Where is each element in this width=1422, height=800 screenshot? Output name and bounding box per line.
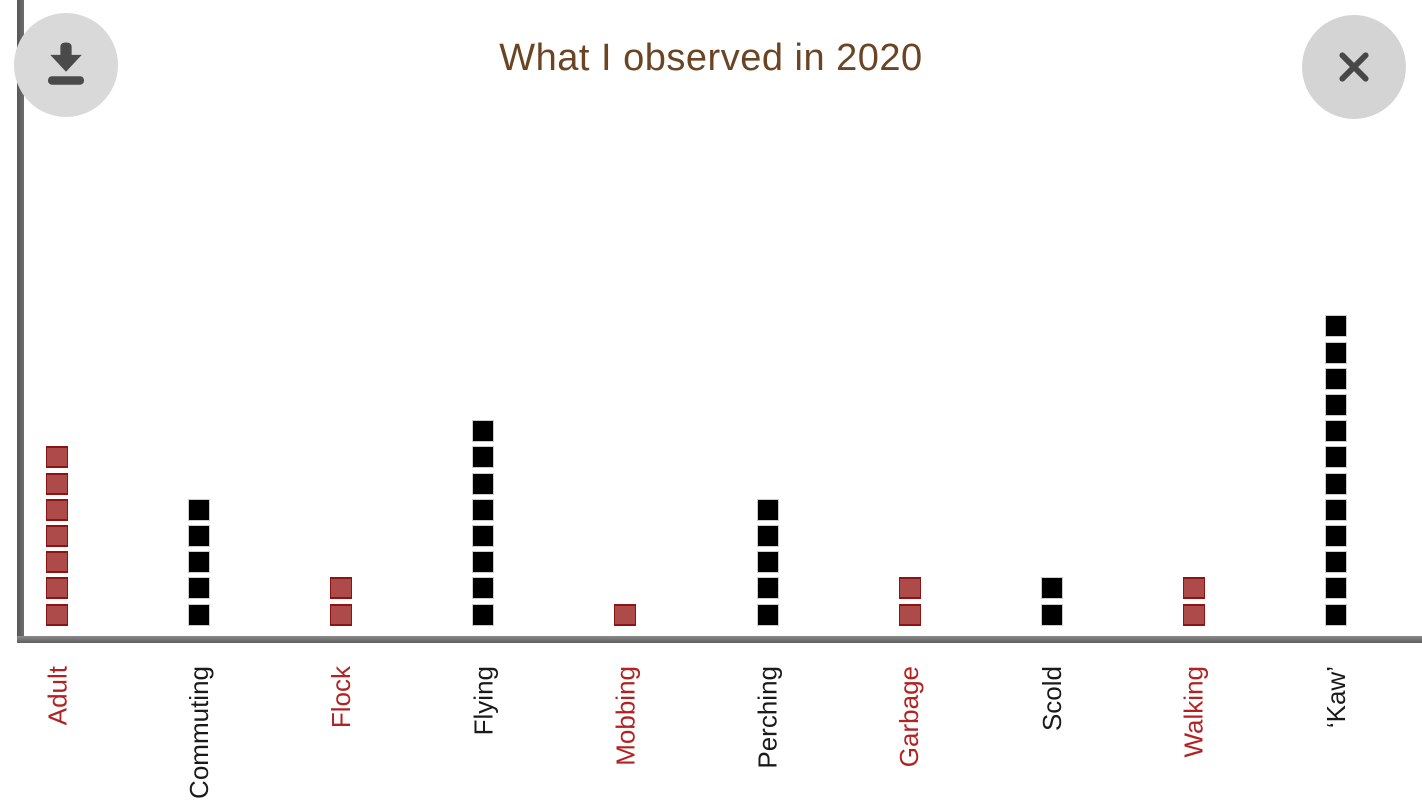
bar-square: [188, 498, 211, 521]
x-tick-label: Walking: [1178, 666, 1209, 758]
bar-square: [614, 603, 637, 626]
bar-square: [46, 446, 68, 469]
x-tick-label: Flying: [468, 666, 499, 736]
bar-square: [1324, 393, 1347, 416]
bar-square: [756, 551, 779, 574]
x-axis-line: [17, 636, 1422, 643]
x-tick-label: Adult: [42, 666, 72, 726]
bar-square: [1040, 603, 1063, 626]
bar-square: [1324, 603, 1347, 626]
bar-square: [188, 577, 211, 600]
bar-square: [1324, 367, 1347, 390]
bar-square: [1324, 577, 1347, 600]
bar-square: [472, 498, 495, 521]
bar-square: [1040, 577, 1063, 600]
bar-square: [472, 446, 495, 469]
bar-square: [188, 551, 211, 574]
close-button[interactable]: [1302, 15, 1406, 119]
x-tick-label: Mobbing: [610, 666, 641, 766]
bar-square: [46, 551, 68, 574]
bar-square: [330, 577, 353, 600]
bar-square: [472, 551, 495, 574]
x-tick-label: Scold: [1036, 666, 1067, 732]
bar-square: [756, 524, 779, 547]
download-button[interactable]: [14, 13, 118, 117]
bar-square: [756, 603, 779, 626]
close-icon: [1326, 39, 1382, 95]
bar-square: [472, 420, 495, 443]
bar-square: [472, 472, 495, 495]
bar-square: [188, 603, 211, 626]
chart-title: What I observed in 2020: [499, 37, 923, 80]
download-icon: [39, 38, 93, 92]
bar-square: [46, 498, 68, 521]
bar-square: [46, 472, 68, 495]
bar-square: [330, 603, 353, 626]
bar-square: [46, 577, 68, 600]
x-tick-label: Flock: [326, 666, 357, 729]
x-tick-label: ‘Kaw’: [1320, 666, 1351, 729]
x-tick-label: Perching: [752, 666, 783, 769]
bar-square: [1324, 341, 1347, 364]
bar-square: [756, 577, 779, 600]
bar-square: [46, 524, 68, 547]
bar-square: [1182, 603, 1205, 626]
bar-square: [472, 603, 495, 626]
x-tick-label: Commuting: [184, 666, 215, 799]
x-tick-label: Garbage: [894, 666, 925, 768]
bar-square: [1324, 498, 1347, 521]
y-axis-line: [17, 0, 24, 643]
bar-square: [898, 603, 921, 626]
bar-square: [1324, 472, 1347, 495]
bar-square: [1324, 420, 1347, 443]
bar-square: [46, 603, 68, 626]
bar-square: [1324, 446, 1347, 469]
bar-square: [756, 498, 779, 521]
bar-square: [1182, 577, 1205, 600]
bar-square: [472, 524, 495, 547]
bar-square: [1324, 524, 1347, 547]
bar-square: [1324, 551, 1347, 574]
bar-square: [1324, 315, 1347, 338]
bar-square: [188, 524, 211, 547]
bar-square: [898, 577, 921, 600]
bar-square: [472, 577, 495, 600]
